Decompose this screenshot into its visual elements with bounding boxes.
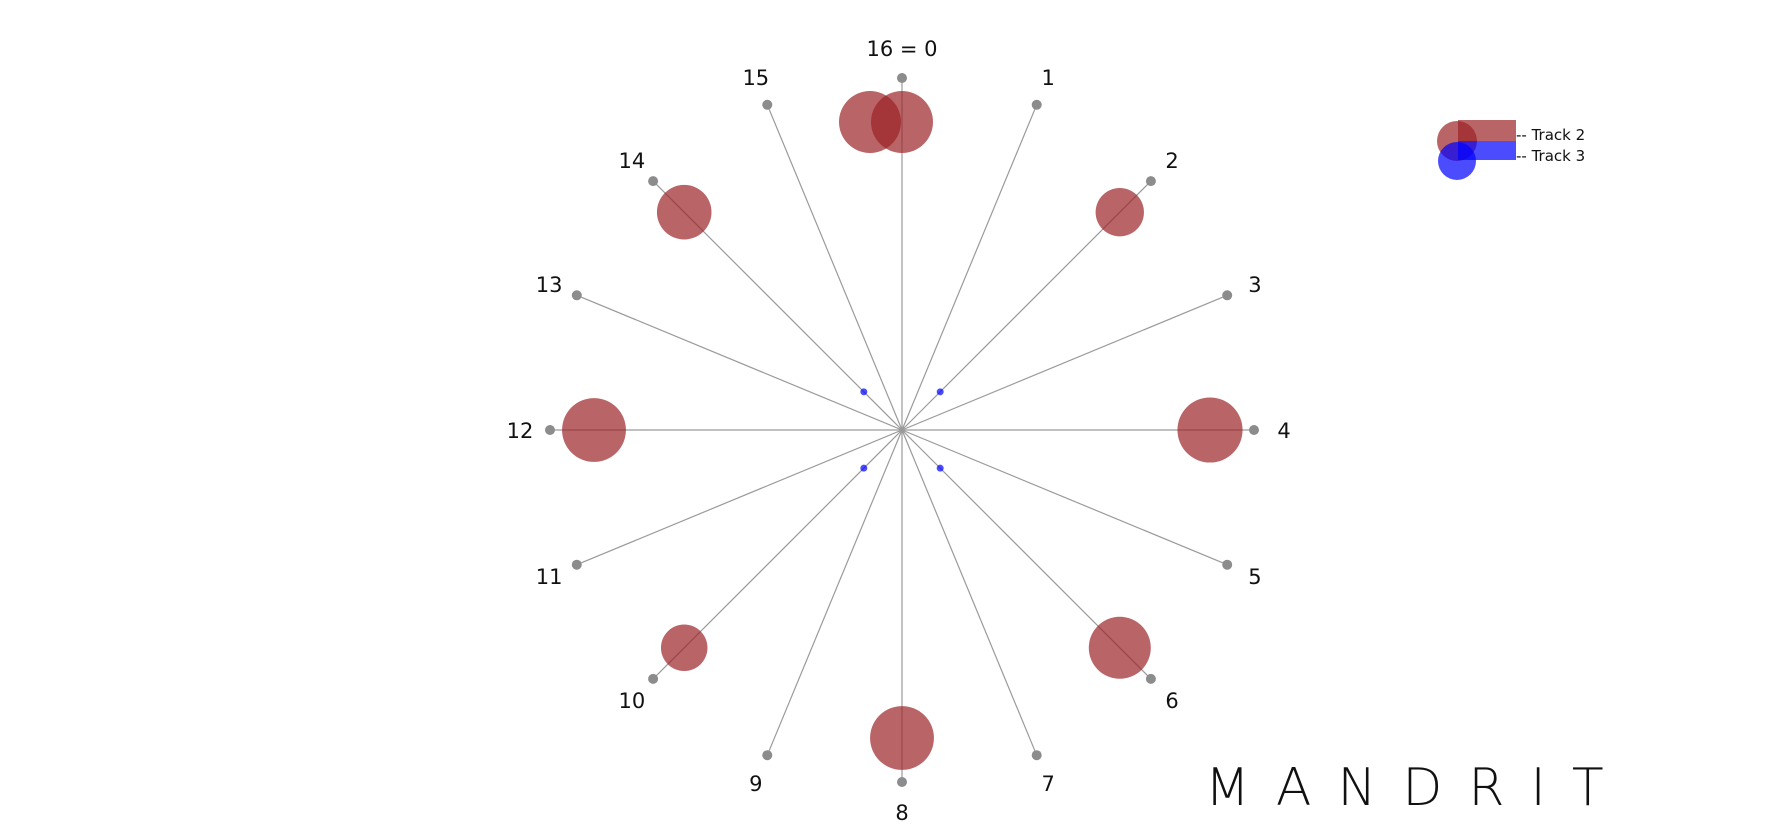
spoke-endpoint-1	[1031, 99, 1042, 110]
spoke-endpoint-14	[648, 176, 659, 187]
spoke-endpoint-10	[648, 673, 659, 684]
spoke-endpoint-2	[1145, 176, 1156, 187]
step-label-3: 3	[1248, 273, 1261, 297]
hit-track-2-step-14-8	[656, 184, 712, 240]
spoke-endpoints-group	[545, 73, 1259, 787]
legend-label-track-3: -- Track 3	[1516, 147, 1585, 165]
spoke-endpoint-5	[1222, 559, 1233, 570]
spoke-endpoint-12	[545, 425, 555, 435]
step-label-11: 11	[536, 565, 563, 589]
spoke-endpoint-3	[1222, 290, 1233, 301]
spoke-endpoint-15	[762, 99, 773, 110]
spoke-3	[901, 294, 1228, 431]
hit-track-2-step-2-2	[1095, 188, 1144, 237]
step-label-15: 15	[742, 66, 769, 90]
hit-track-2-step-12-7	[562, 398, 626, 462]
legend-circle-track-3	[1438, 142, 1476, 180]
spoke-endpoint-11	[571, 559, 582, 570]
legend: -- Track 2 -- Track 3	[1437, 120, 1585, 180]
spoke-endpoint-8	[897, 777, 907, 787]
hit-track-3-step-2	[936, 388, 944, 396]
hit-track-2-step-4-3	[1177, 397, 1243, 463]
step-label-0: 16 = 0	[866, 37, 937, 61]
spoke-13	[576, 294, 903, 431]
step-label-13: 13	[536, 273, 563, 297]
spoke-11	[576, 429, 903, 566]
spoke-15	[766, 104, 903, 431]
step-label-12: 12	[507, 419, 534, 443]
step-label-10: 10	[619, 689, 646, 713]
spoke-endpoint-13	[571, 290, 582, 301]
hit-track-2-step-0-1	[871, 91, 933, 153]
spoke-endpoint-0	[897, 73, 907, 83]
spoke-endpoint-6	[1145, 673, 1156, 684]
step-label-2: 2	[1165, 149, 1178, 173]
step-label-4: 4	[1277, 419, 1290, 443]
step-label-14: 14	[619, 149, 646, 173]
hit-track-3-step-14-3	[860, 388, 868, 396]
hit-track-2-step-6-4	[1088, 616, 1151, 679]
hit-track-2-step-10-6	[660, 624, 708, 672]
spoke-5	[901, 429, 1228, 566]
step-label-8: 8	[895, 801, 908, 825]
hits-group	[562, 91, 1243, 770]
spoke-9	[766, 429, 903, 756]
step-label-9: 9	[749, 772, 762, 796]
spoke-endpoint-7	[1031, 750, 1042, 761]
hit-track-3-step-6-1	[936, 464, 944, 472]
step-label-1: 1	[1041, 66, 1054, 90]
step-label-7: 7	[1041, 772, 1054, 796]
spoke-7	[901, 429, 1038, 756]
hit-track-3-step-10-2	[860, 464, 868, 472]
hit-track-2-step-8-5	[870, 706, 934, 770]
step-label-6: 6	[1165, 689, 1178, 713]
spoke-endpoint-9	[762, 750, 773, 761]
legend-label-track-2: -- Track 2	[1516, 126, 1585, 144]
spoke-endpoint-4	[1249, 425, 1259, 435]
step-label-5: 5	[1248, 565, 1261, 589]
brand-logo-text: MANDRIT	[1205, 758, 1630, 818]
spoke-1	[901, 104, 1038, 431]
